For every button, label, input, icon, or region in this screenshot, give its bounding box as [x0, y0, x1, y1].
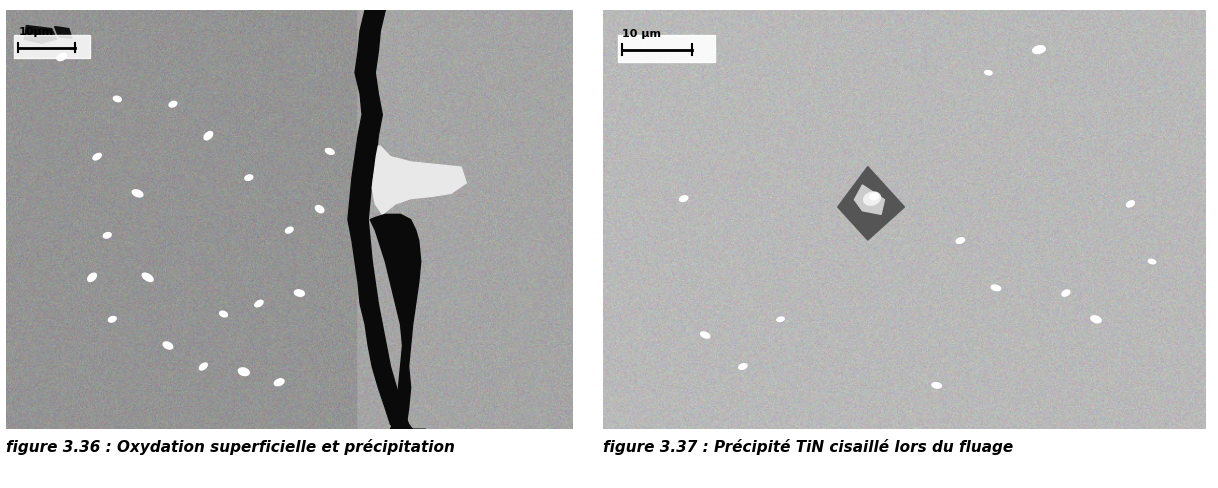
Ellipse shape: [104, 233, 111, 238]
Ellipse shape: [255, 300, 263, 307]
Ellipse shape: [113, 96, 122, 102]
Ellipse shape: [680, 196, 688, 202]
Ellipse shape: [295, 290, 304, 296]
Polygon shape: [838, 166, 905, 240]
Ellipse shape: [1062, 290, 1069, 296]
Ellipse shape: [777, 317, 784, 322]
Ellipse shape: [739, 364, 747, 369]
Ellipse shape: [1091, 316, 1101, 323]
Ellipse shape: [143, 273, 153, 282]
Ellipse shape: [984, 71, 993, 75]
Polygon shape: [348, 10, 426, 429]
Ellipse shape: [700, 332, 710, 338]
Ellipse shape: [956, 238, 965, 244]
Bar: [15, 35, 90, 58]
Ellipse shape: [163, 342, 173, 349]
Ellipse shape: [93, 153, 101, 160]
Ellipse shape: [864, 192, 881, 205]
Text: figure 3.37 : Précipité TiN cisaillé lors du fluage: figure 3.37 : Précipité TiN cisaillé lor…: [603, 439, 1013, 455]
Ellipse shape: [169, 102, 177, 107]
Ellipse shape: [108, 316, 116, 322]
Polygon shape: [373, 146, 466, 214]
Ellipse shape: [219, 311, 228, 317]
Bar: [618, 35, 715, 62]
Ellipse shape: [239, 368, 250, 376]
Ellipse shape: [1033, 46, 1045, 54]
Ellipse shape: [1149, 259, 1156, 264]
Ellipse shape: [133, 190, 143, 197]
Polygon shape: [370, 214, 420, 429]
Text: 10μm: 10μm: [18, 27, 54, 37]
Ellipse shape: [57, 53, 67, 61]
Ellipse shape: [1127, 201, 1134, 207]
Ellipse shape: [315, 205, 324, 213]
Polygon shape: [24, 25, 57, 43]
Ellipse shape: [274, 379, 284, 386]
Ellipse shape: [205, 132, 213, 140]
Text: 10 μm: 10 μm: [622, 29, 661, 39]
Ellipse shape: [285, 227, 294, 233]
Ellipse shape: [932, 383, 942, 388]
Ellipse shape: [245, 175, 253, 181]
Text: figure 3.36 : Oxydation superficielle et précipitation: figure 3.36 : Oxydation superficielle et…: [6, 439, 456, 455]
Ellipse shape: [870, 193, 878, 200]
Polygon shape: [854, 185, 884, 214]
Ellipse shape: [200, 363, 207, 370]
Ellipse shape: [325, 148, 334, 154]
Ellipse shape: [991, 285, 1001, 291]
Ellipse shape: [88, 273, 96, 282]
Polygon shape: [55, 26, 72, 38]
